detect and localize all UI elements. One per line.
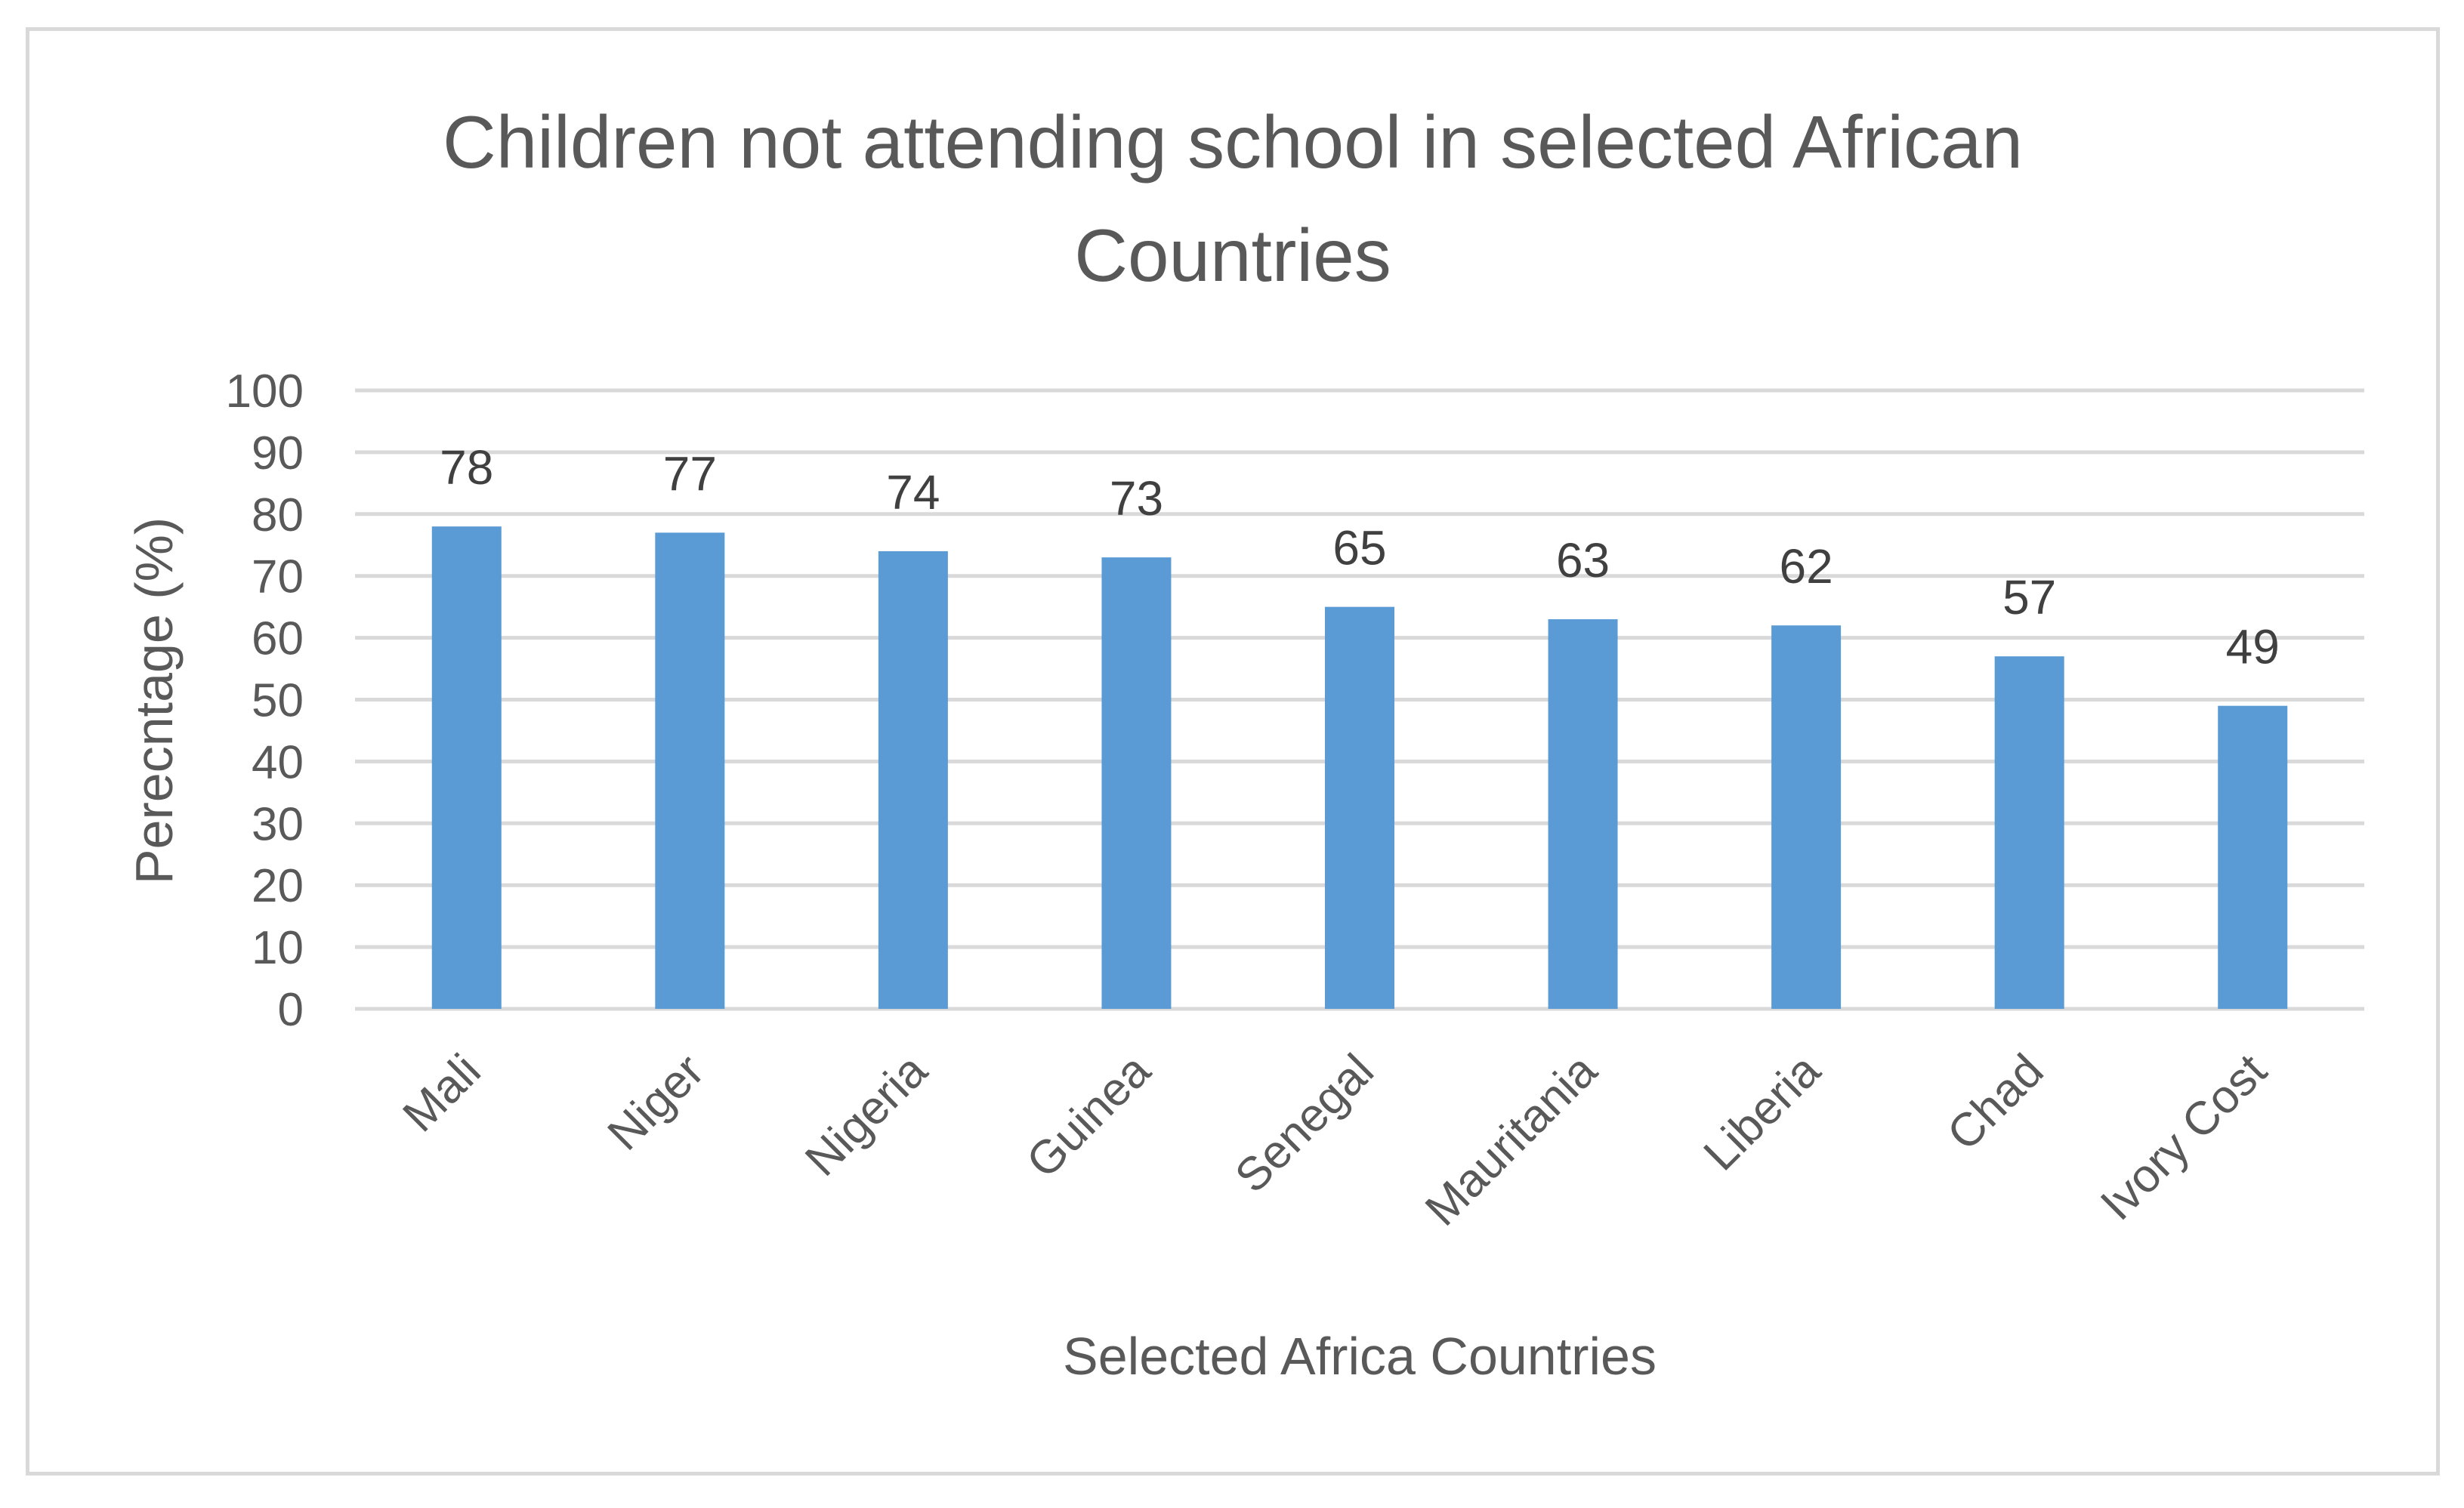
y-tick-label: 90 xyxy=(252,427,304,480)
y-tick-label: 0 xyxy=(278,984,304,1036)
y-tick-label: 100 xyxy=(226,365,304,418)
bar-nigeria xyxy=(878,550,948,1009)
x-tick-label: Liberia xyxy=(1694,1044,1831,1181)
bar-mauritania xyxy=(1548,619,1618,1009)
bar-senegal xyxy=(1325,606,1394,1009)
bars xyxy=(431,526,2288,1009)
y-tick-label: 10 xyxy=(252,922,304,974)
bar-niger xyxy=(655,532,725,1009)
data-label: 62 xyxy=(1780,539,1833,594)
y-tick-label: 30 xyxy=(252,798,304,850)
chart-title: Children not attending school in selecte… xyxy=(443,100,2023,297)
x-tick-label: Mali xyxy=(393,1044,490,1142)
y-tick-label: 80 xyxy=(252,489,304,541)
y-tick-label: 70 xyxy=(252,551,304,603)
y-axis-ticks: 0 10 20 30 40 50 60 70 80 90 100 xyxy=(226,365,304,1036)
chart-title-line-1: Children not attending school in selecte… xyxy=(443,100,2023,183)
data-label: 63 xyxy=(1556,533,1610,587)
x-axis-title: Selected Africa Countries xyxy=(1063,1327,1657,1386)
x-tick-label: Niger xyxy=(598,1044,715,1161)
data-label: 57 xyxy=(2002,570,2056,624)
bar-guinea xyxy=(1101,557,1172,1009)
data-labels: 78 77 74 73 65 63 62 57 49 xyxy=(440,440,2280,674)
data-label: 78 xyxy=(440,440,493,495)
y-tick-label: 50 xyxy=(252,675,304,727)
bar-mali xyxy=(431,526,502,1009)
x-tick-label: Senegal xyxy=(1225,1044,1384,1203)
y-tick-label: 40 xyxy=(252,736,304,788)
data-label: 49 xyxy=(2226,620,2280,674)
y-tick-label: 20 xyxy=(252,860,304,912)
data-label: 74 xyxy=(886,465,940,520)
bar-chad xyxy=(1994,656,2064,1009)
x-tick-label: Chad xyxy=(1938,1044,2054,1161)
y-axis-title: Perecntage (%) xyxy=(125,517,184,884)
data-label: 65 xyxy=(1332,521,1386,575)
bar-ivory-cost xyxy=(2218,705,2288,1009)
x-tick-label: Guinea xyxy=(1017,1044,1161,1189)
y-tick-label: 60 xyxy=(252,613,304,665)
x-tick-label: Mauritania xyxy=(1416,1044,1607,1236)
chart-title-line-2: Countries xyxy=(1074,214,1391,297)
x-axis-ticks: Mali Niger Nigeria Guinea Senegal Mauritania L… xyxy=(393,1044,2277,1236)
data-label: 77 xyxy=(663,446,717,501)
data-label: 73 xyxy=(1110,471,1163,526)
x-tick-label: Ivory Cost xyxy=(2091,1044,2277,1230)
bar-liberia xyxy=(1771,625,1842,1009)
x-tick-label: Nigeria xyxy=(795,1044,937,1186)
